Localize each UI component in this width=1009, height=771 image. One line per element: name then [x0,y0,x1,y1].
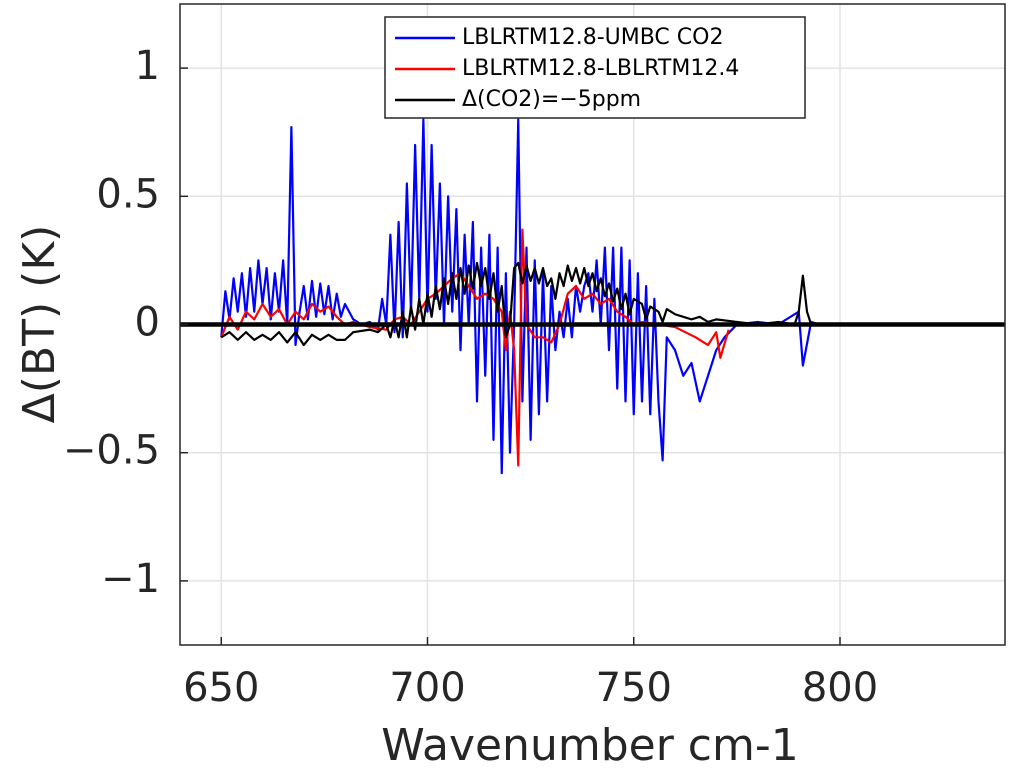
plot-area [180,118,1005,475]
legend-label: LBLRTM12.8-UMBC CO2 [462,25,723,50]
data-line [220,118,902,475]
axes-box [179,3,1006,646]
x-tick-label: 700 [389,665,465,711]
y-tick-label: 1 [135,43,160,89]
x-tick-label: 750 [596,665,672,711]
y-tick-label: −1 [101,556,160,602]
x-tick-label: 800 [802,665,878,711]
x-tick-label: 650 [183,665,259,711]
y-tick-label: 0.5 [96,171,160,217]
legend-label: Δ(CO2)=−5ppm [462,87,641,112]
data-line [220,261,911,347]
y-tick-label: 0 [135,300,160,346]
legend-label: LBLRTM12.8-LBLRTM12.4 [462,56,739,81]
y-axis-label: Δ(BT) (K) [14,225,65,424]
data-line [220,228,730,467]
y-tick-label: −0.5 [63,428,160,474]
x-axis-label: Wavenumber cm-1 [381,720,798,771]
